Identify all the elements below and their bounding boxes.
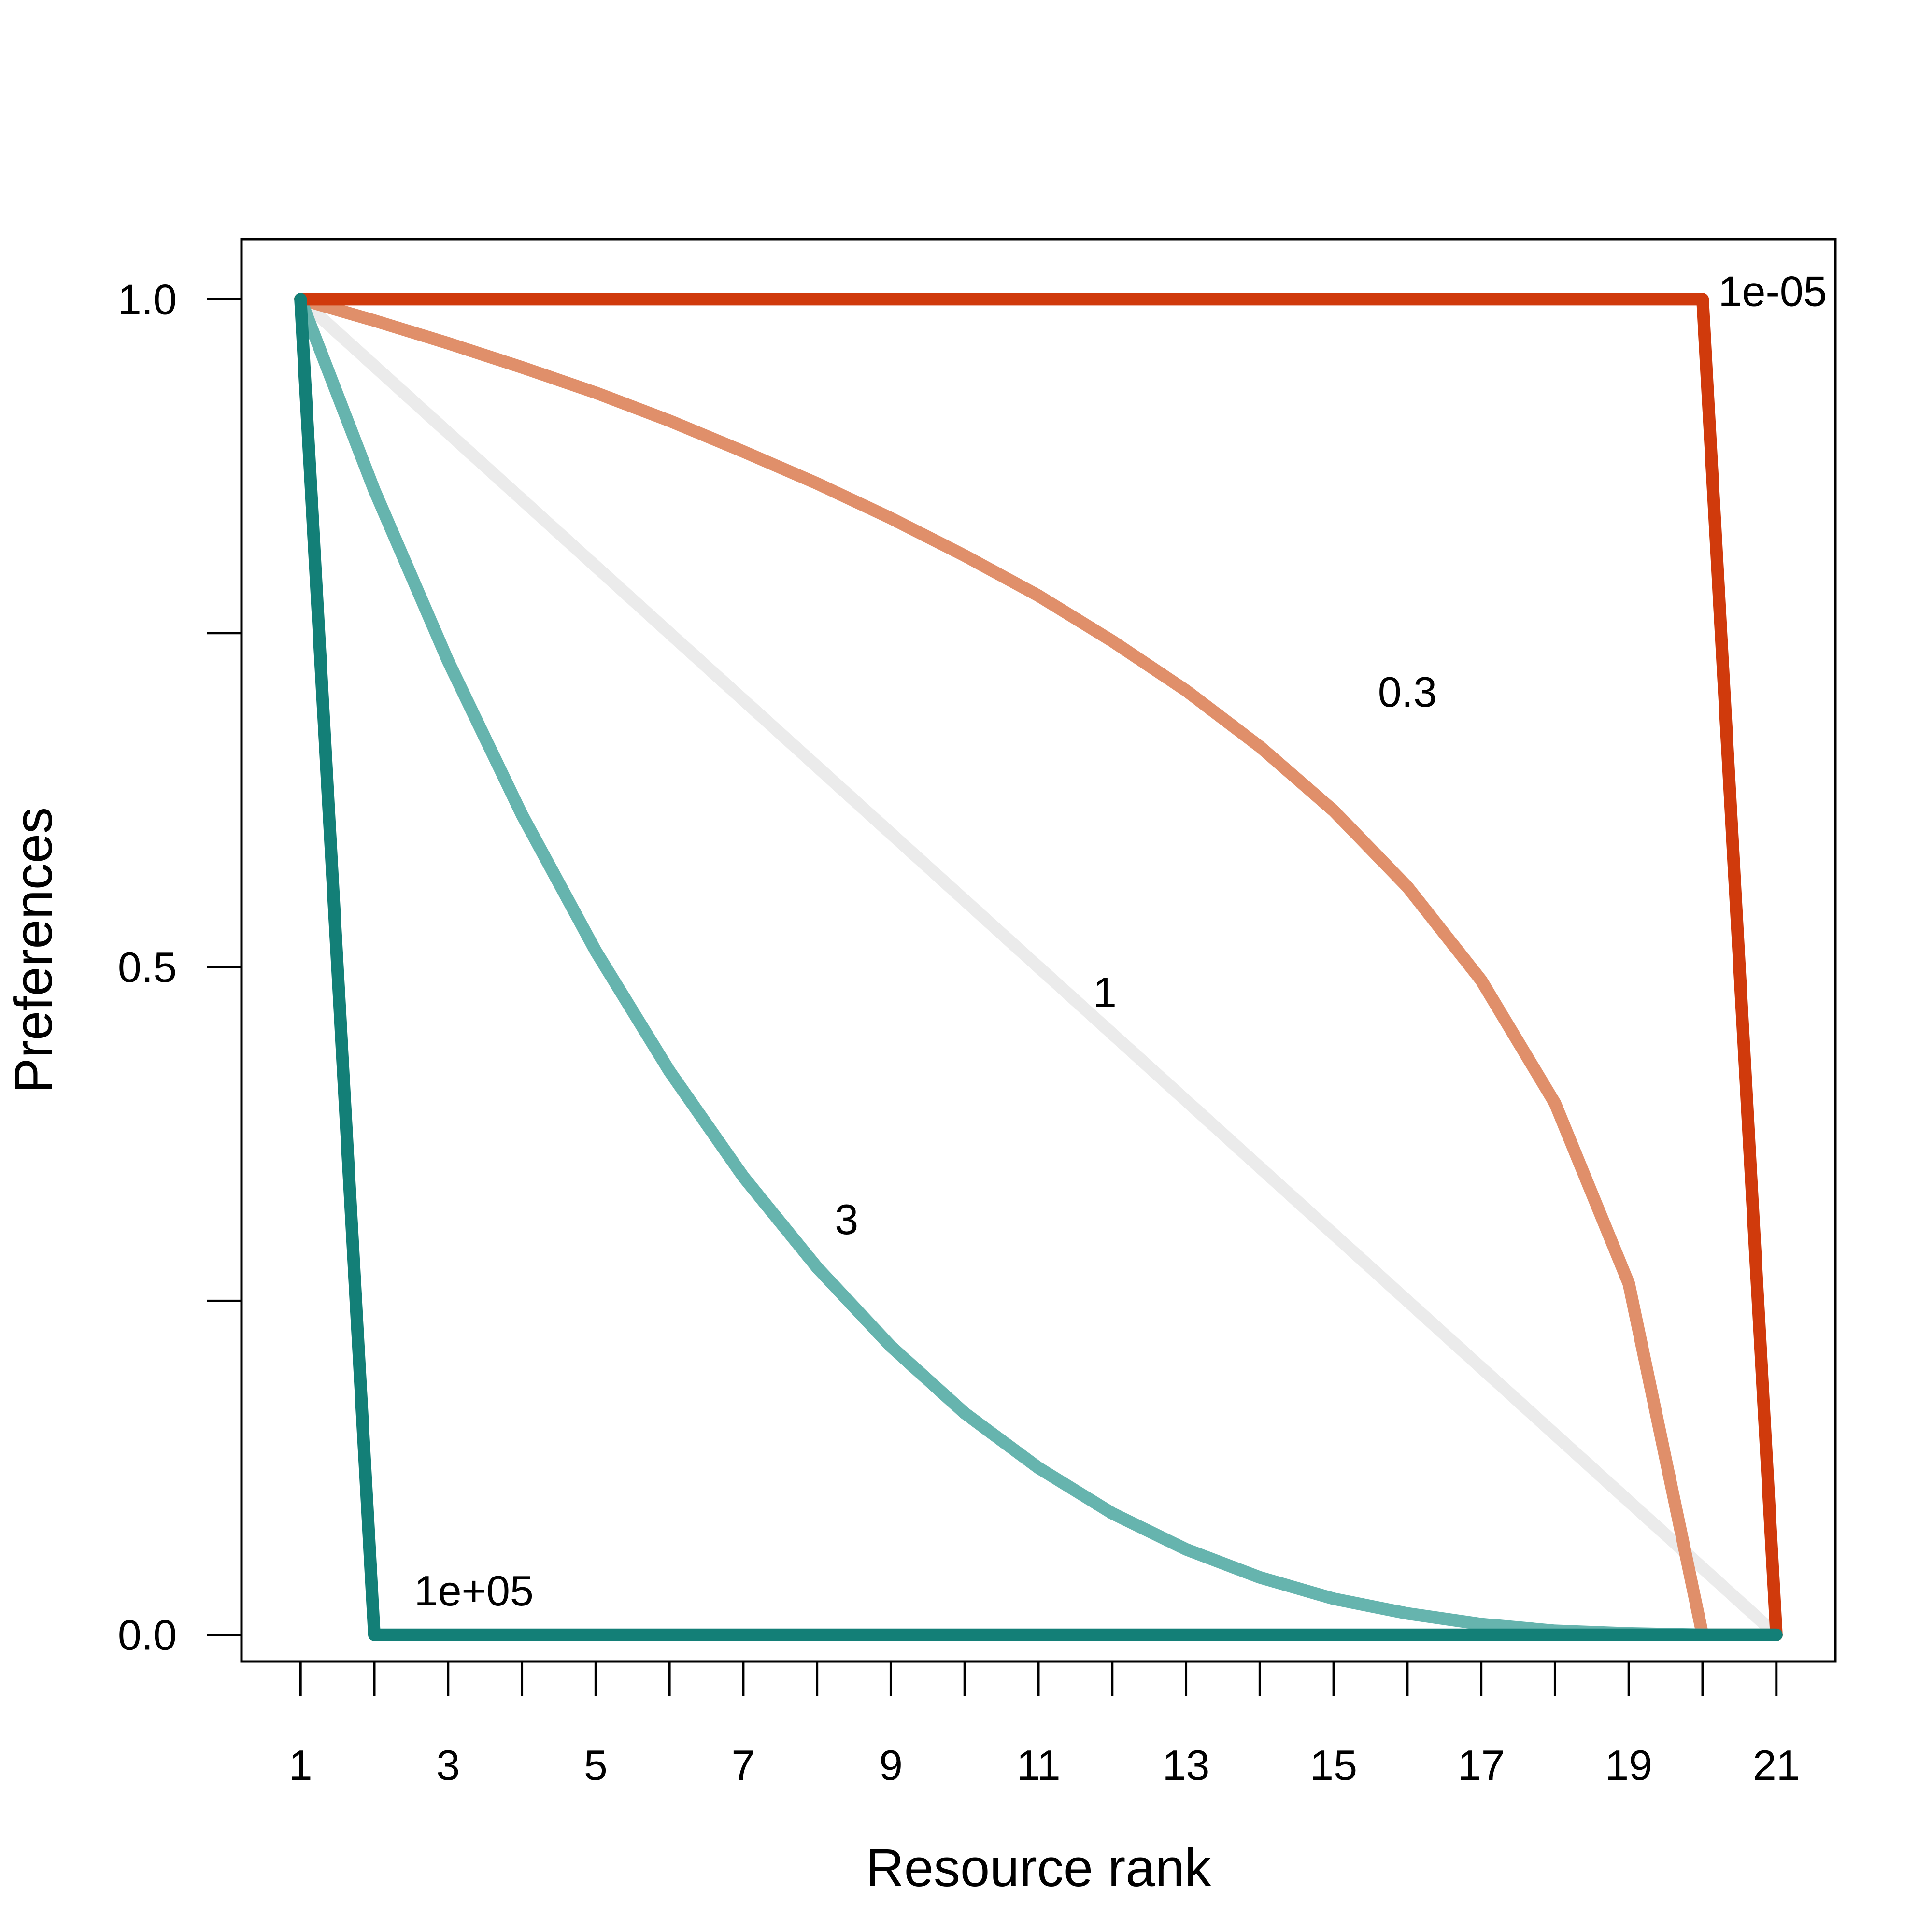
series-line-0 xyxy=(294,293,1783,1641)
x-tick-label-5: 11 xyxy=(1016,1741,1060,1789)
series-line-3 xyxy=(294,293,1783,1641)
curve-label-0: 1 xyxy=(1093,968,1117,1016)
x-tick-label-3: 7 xyxy=(731,1741,755,1789)
x-axis: 1 3 5 7 9 11 13 15 17 19 21 xyxy=(289,1660,1800,1789)
x-tick-label-0: 1 xyxy=(289,1741,313,1789)
y-axis-title: Preferences xyxy=(4,807,63,1094)
x-tick-label-9: 19 xyxy=(1605,1741,1652,1789)
curve-label-4: 1e+05 xyxy=(414,1567,534,1615)
curve-labels: 1 0.3 3 1e-05 1e+05 xyxy=(414,267,1827,1615)
x-tick-label-10: 21 xyxy=(1753,1741,1800,1789)
x-tick-label-1: 3 xyxy=(436,1741,460,1789)
x-tick-label-8: 17 xyxy=(1458,1741,1505,1789)
curve-label-3: 1e-05 xyxy=(1719,267,1827,315)
x-axis-title: Resource rank xyxy=(866,1838,1211,1898)
series-line-1 xyxy=(294,293,1783,1641)
x-tick-label-4: 9 xyxy=(879,1741,903,1789)
series-line-4 xyxy=(294,293,1783,1641)
curve-label-1: 0.3 xyxy=(1378,668,1437,716)
x-tick-label-7: 15 xyxy=(1310,1741,1357,1789)
x-tick-label-6: 13 xyxy=(1163,1741,1210,1789)
y-tick-label-1: 0.5 xyxy=(118,943,177,991)
y-axis: 0.0 0.5 1.0 xyxy=(118,275,243,1659)
curve-label-2: 3 xyxy=(835,1195,858,1243)
x-tick-label-2: 5 xyxy=(584,1741,608,1789)
series-layer xyxy=(294,293,1783,1641)
y-tick-label-2: 1.0 xyxy=(118,275,177,323)
y-tick-label-0: 0.0 xyxy=(118,1611,177,1659)
